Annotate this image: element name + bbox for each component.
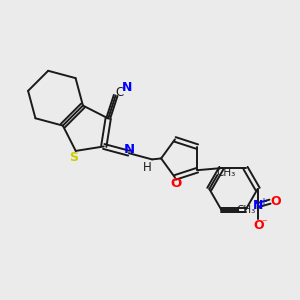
- Text: CH₃: CH₃: [216, 169, 235, 178]
- Text: O: O: [170, 177, 181, 190]
- Text: C: C: [116, 86, 124, 99]
- Text: H: H: [143, 161, 152, 174]
- Text: N: N: [122, 81, 132, 94]
- Text: O: O: [270, 195, 280, 208]
- Text: N: N: [252, 199, 263, 212]
- Text: CH₃: CH₃: [236, 205, 256, 215]
- Text: S: S: [69, 151, 78, 164]
- Text: +: +: [259, 197, 267, 207]
- Text: N: N: [124, 143, 135, 156]
- Text: O: O: [253, 219, 264, 232]
- Text: ⁻: ⁻: [261, 218, 267, 228]
